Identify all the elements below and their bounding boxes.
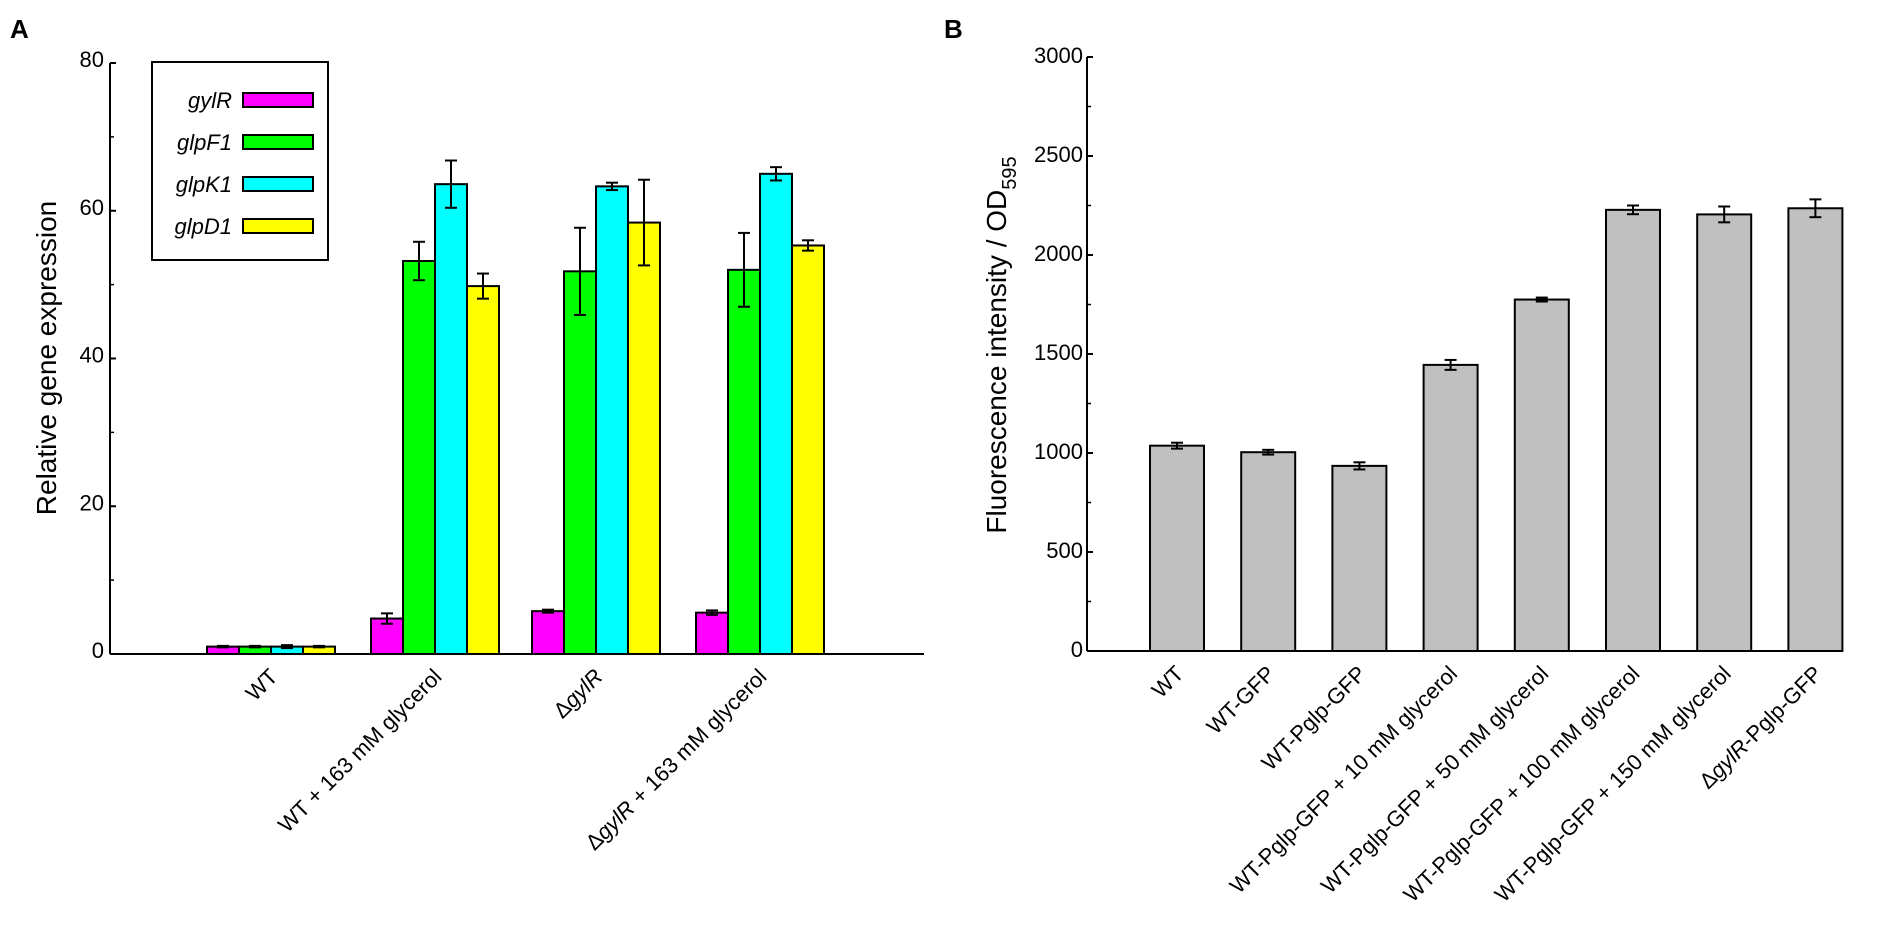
bar-b-2 bbox=[1331, 464, 1388, 652]
error-bar-b-3 bbox=[1444, 358, 1457, 371]
error-bar-gylR-1 bbox=[381, 612, 393, 625]
chart-b-y-tick-label: 1500 bbox=[1034, 340, 1083, 365]
panel-a-label: A bbox=[10, 14, 29, 44]
error-bar-glpD1-3 bbox=[802, 239, 814, 252]
chart-a-y-axis-label: Relative gene expression bbox=[31, 201, 62, 515]
legend-swatch-gylR bbox=[242, 92, 314, 108]
error-bar-glpK1-3 bbox=[770, 166, 782, 182]
error-bar-b-2 bbox=[1353, 461, 1366, 471]
bar-b-3 bbox=[1422, 363, 1479, 652]
legend-label-glpD1: glpD1 bbox=[175, 214, 232, 239]
bar-gylR-2 bbox=[531, 610, 565, 656]
bar-glpK1-3 bbox=[759, 172, 793, 655]
chart-b-y-axis-label-subscript: 595 bbox=[999, 156, 1021, 189]
chart-b-y-tick-label: 2500 bbox=[1034, 142, 1083, 167]
chart-b-y-tick-label: 2000 bbox=[1034, 241, 1083, 266]
chart-b-bars bbox=[1149, 207, 1844, 653]
bar-glpF1-1 bbox=[402, 259, 436, 655]
bar-glpD1-1 bbox=[466, 285, 500, 655]
chart-a-y-tick-label: 0 bbox=[92, 638, 104, 663]
bar-glpD1-2 bbox=[627, 221, 661, 655]
error-bar-b-7 bbox=[1809, 198, 1822, 219]
error-bar-b-0 bbox=[1171, 441, 1183, 450]
bar-glpK1-2 bbox=[595, 185, 629, 655]
bar-gylR-3 bbox=[695, 611, 729, 656]
legend-label-glpK1: glpK1 bbox=[176, 172, 232, 197]
error-bar-gylR-3 bbox=[706, 609, 718, 616]
chart-a-bars bbox=[206, 172, 825, 656]
chart-a-x-tick-label: WT bbox=[241, 664, 283, 706]
chart-b-x-tick-label: WT bbox=[1147, 661, 1189, 703]
chart-b-error-bars bbox=[1171, 198, 1822, 471]
chart-a-x-tick-label: ΔgylR + 163 mM glycerol bbox=[580, 664, 771, 855]
bar-b-5 bbox=[1605, 208, 1661, 653]
error-bar-gylR-0 bbox=[217, 644, 229, 649]
bar-b-4 bbox=[1513, 298, 1570, 652]
error-bar-glpK1-1 bbox=[445, 159, 457, 209]
bar-glpD1-3 bbox=[791, 244, 825, 655]
chart-a-legend: gylR glpF1 glpK1 glpD1 bbox=[151, 61, 329, 261]
legend-label-gylR: gylR bbox=[188, 88, 232, 113]
legend-swatch-glpK1 bbox=[242, 176, 314, 192]
error-bar-glpK1-0 bbox=[281, 644, 293, 650]
bar-glpF1-2 bbox=[563, 270, 597, 655]
chart-a-x-tick-label: ΔgylR bbox=[548, 664, 607, 723]
error-bar-glpD1-2 bbox=[638, 178, 650, 267]
chart-b-y-ticks: 0 500 1000 1500 2000 2500 3000 bbox=[1034, 43, 1093, 662]
chart-a-y-tick-label: 20 bbox=[80, 490, 104, 515]
error-bar-glpK1-2 bbox=[606, 181, 618, 192]
chart-b-y-tick-label: 3000 bbox=[1034, 43, 1083, 68]
chart-a-y-tick-label: 80 bbox=[80, 47, 104, 72]
chart-b-x-tick-label: WT-GFP bbox=[1202, 661, 1280, 739]
chart-b-y-tick-label: 1000 bbox=[1034, 439, 1083, 464]
error-bar-glpF1-0 bbox=[249, 644, 261, 649]
error-bar-gylR-2 bbox=[542, 608, 554, 614]
error-bar-b-4 bbox=[1535, 296, 1548, 303]
bar-b-7 bbox=[1787, 207, 1844, 652]
error-bar-glpF1-1 bbox=[413, 240, 425, 282]
error-bar-b-6 bbox=[1718, 205, 1731, 224]
chart-b-y-tick-label: 500 bbox=[1046, 538, 1083, 563]
chart-a-x-tick-label: WT + 163 mM glycerol bbox=[273, 664, 446, 837]
error-bar-glpF1-2 bbox=[574, 226, 586, 316]
error-bar-glpD1-0 bbox=[313, 644, 325, 649]
error-bar-b-1 bbox=[1262, 448, 1275, 456]
legend-swatch-glpD1 bbox=[242, 218, 314, 234]
bar-glpF1-3 bbox=[727, 268, 761, 655]
chart-a-y-ticks: 0 20 40 60 80 bbox=[80, 47, 116, 663]
bar-b-6 bbox=[1696, 213, 1753, 652]
chart-a-y-tick-label: 60 bbox=[80, 195, 104, 220]
legend-swatch-glpF1 bbox=[242, 134, 314, 150]
error-bar-glpF1-3 bbox=[738, 231, 750, 308]
error-bar-b-5 bbox=[1627, 204, 1639, 216]
chart-a-y-tick-label: 40 bbox=[80, 343, 104, 368]
chart-b-y-axis-label: Fluorescence intensity / OD595 bbox=[981, 156, 1021, 533]
bar-b-1 bbox=[1240, 451, 1297, 653]
bar-b-0 bbox=[1149, 444, 1205, 653]
bar-glpK1-1 bbox=[434, 183, 468, 655]
panel-b-label: B bbox=[944, 14, 963, 44]
chart-b-y-tick-label: 0 bbox=[1071, 637, 1083, 662]
legend-label-glpF1: glpF1 bbox=[177, 130, 232, 155]
chart-a-error-bars bbox=[217, 159, 814, 650]
chart-b-y-axis-label-main: Fluorescence intensity / OD bbox=[981, 190, 1012, 534]
error-bar-glpD1-1 bbox=[477, 272, 489, 300]
